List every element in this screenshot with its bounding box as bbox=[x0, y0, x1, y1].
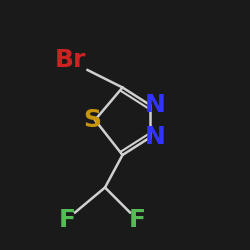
Text: F: F bbox=[59, 208, 76, 232]
Text: N: N bbox=[144, 93, 166, 117]
Text: N: N bbox=[144, 126, 166, 150]
Text: Br: Br bbox=[54, 48, 86, 72]
Text: S: S bbox=[84, 108, 102, 132]
Text: F: F bbox=[129, 208, 146, 232]
